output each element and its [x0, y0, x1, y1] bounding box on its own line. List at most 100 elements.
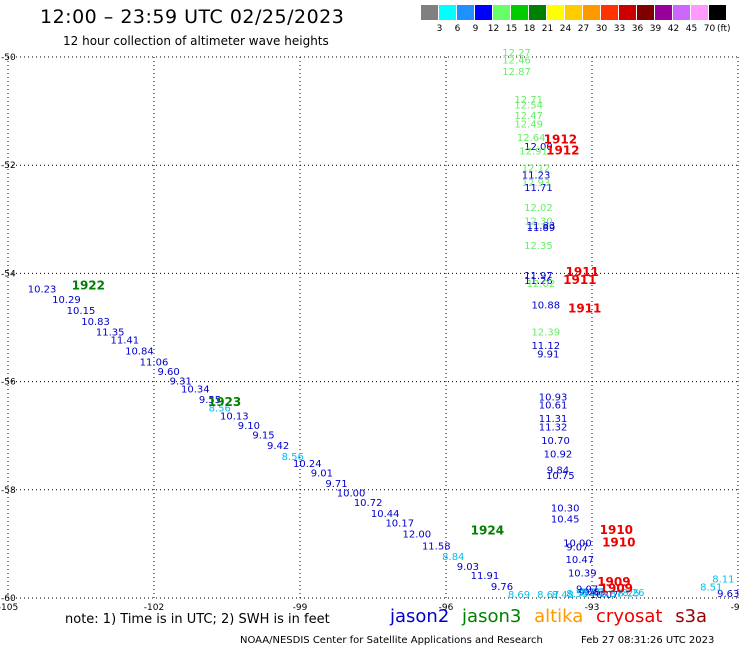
pass-time-label: 1912: [546, 143, 579, 157]
wave-height-point: 9.26: [578, 587, 600, 598]
wave-height-point: 8.51: [700, 582, 722, 593]
legend-label: 15: [505, 24, 518, 34]
wave-height-point: 12.00: [402, 529, 431, 540]
wave-height-point: 12.91: [519, 146, 548, 157]
wave-height-point: 10.39: [568, 568, 597, 579]
wave-height-point: 10.24: [293, 459, 322, 470]
wave-height-point: 11.23: [522, 171, 551, 182]
legend-swatch: [547, 5, 564, 20]
x-tick-label: -90: [731, 603, 740, 613]
wave-height-point: 9.07: [576, 585, 598, 596]
wave-height-point: 8.26: [622, 588, 644, 599]
legend-label: 21: [541, 24, 554, 34]
legend-swatch: [673, 5, 690, 20]
legend-swatch: [511, 5, 528, 20]
wave-height-point: 12.35: [524, 241, 553, 252]
wave-height-point: 10.72: [354, 498, 383, 509]
footer-credit: NOAA/NESDIS Center for Satellite Applica…: [240, 635, 543, 646]
wave-height-point: 10.00: [337, 488, 366, 499]
wave-height-point: 10.75: [546, 471, 575, 482]
pass-time-label: 1922: [72, 279, 105, 293]
y-tick-label: -60: [1, 594, 16, 604]
wave-height-point: 8.11: [712, 574, 734, 585]
wave-height-point: 9.71: [325, 479, 347, 490]
legend-label: 18: [523, 24, 536, 34]
wave-height-point: 8.25: [617, 588, 639, 599]
satellite-jason2: jason2: [390, 606, 450, 627]
wave-height-point: 12.46: [502, 55, 531, 66]
wave-height-point: 10.29: [52, 295, 81, 306]
legend-label: 24: [559, 24, 572, 34]
pass-time-label: 1924: [471, 524, 504, 538]
wave-height-point: 10.15: [67, 306, 96, 317]
legend-swatch: [475, 5, 492, 20]
legend-swatch: [421, 5, 438, 20]
wave-height-point: 12.27: [502, 48, 531, 59]
y-tick-label: -58: [1, 486, 16, 496]
satellite-jason3: jason3: [462, 606, 522, 627]
wave-height-point: 9.91: [537, 349, 559, 360]
x-tick-label: -102: [144, 603, 164, 613]
wave-height-point: 11.31: [539, 414, 568, 425]
legend-label: 12: [487, 24, 500, 34]
satellite-legend: jason2 jason3 altika cryosat s3a: [390, 606, 714, 627]
wave-height-point: 10.84: [125, 347, 154, 358]
wave-height-point: 10.45: [551, 514, 580, 525]
chart-subtitle: 12 hour collection of altimeter wave hei…: [63, 34, 329, 48]
wave-height-point: 11.26: [524, 276, 553, 287]
y-tick-label: -54: [1, 269, 16, 279]
wave-height-point: 11.97: [524, 271, 553, 282]
wave-height-point: 12.30: [524, 217, 553, 228]
wave-height-point: 9.60: [157, 367, 179, 378]
legend-swatch: [709, 5, 726, 20]
wave-height-point: 8.84: [442, 552, 464, 563]
wave-height-point: 9.42: [267, 441, 289, 452]
wave-height-point: 12.00: [524, 142, 553, 153]
wave-height-point: 11.06: [140, 357, 169, 368]
satellite-cryosat: cryosat: [596, 606, 663, 627]
chart-title: 12:00 – 23:59 UTC 02/25/2023: [40, 6, 345, 28]
wave-height-point: 12.02: [527, 279, 556, 290]
wave-height-point: 12.39: [531, 328, 560, 339]
wave-height-point: 8.48: [552, 590, 574, 601]
legend-swatch: [439, 5, 456, 20]
legend-label: 36: [631, 24, 644, 34]
wave-height-point: 11.83: [527, 221, 556, 232]
legend-swatch: [493, 5, 510, 20]
wave-height-point: 10.07: [590, 590, 619, 601]
wave-height-point: 10.70: [541, 436, 570, 447]
wave-height-point: 10.47: [566, 555, 595, 566]
wave-height-point: 9.07: [566, 542, 588, 553]
x-tick-label: -99: [293, 603, 308, 613]
legend-unit: (ft): [717, 24, 731, 34]
legend-swatch: [691, 5, 708, 20]
satellite-altika: altika: [534, 606, 584, 627]
wave-height-point: 12.02: [524, 203, 553, 214]
legend-label: 39: [649, 24, 662, 34]
wave-height-point: 8.69: [508, 590, 530, 601]
x-tick-label: -93: [585, 603, 600, 613]
wave-height-point: 10.23: [28, 284, 57, 295]
pass-time-label: 1911: [566, 265, 599, 279]
wave-height-point: 11.58: [422, 541, 451, 552]
wave-height-point: 8.67: [537, 590, 559, 601]
wave-height-point: 10.88: [531, 301, 560, 312]
footer-timestamp: Feb 27 08:31:26 UTC 2023: [581, 635, 715, 646]
satellite-s3a: s3a: [675, 606, 708, 627]
pass-time-label: 1923: [208, 395, 241, 409]
wave-height-point: 10.34: [181, 384, 210, 395]
wave-height-point: 11.41: [110, 336, 139, 347]
wave-height-point: 10.00: [563, 539, 592, 550]
pass-time-label: 1910: [602, 536, 635, 550]
legend-label: 33: [613, 24, 626, 34]
units-note: note: 1) Time is in UTC; 2) SWH is in fe…: [65, 612, 330, 627]
wave-height-point: 11.91: [471, 571, 500, 582]
wave-height-point: 11.32: [539, 422, 568, 433]
wave-height-point: 8.56: [282, 452, 304, 463]
wave-height-point: 11.71: [524, 183, 553, 194]
wave-height-point: 12.12: [522, 164, 551, 175]
wave-height-point: 10.30: [551, 503, 580, 514]
wave-height-point: 10.44: [371, 509, 400, 520]
wave-height-point: 12.47: [514, 111, 543, 122]
